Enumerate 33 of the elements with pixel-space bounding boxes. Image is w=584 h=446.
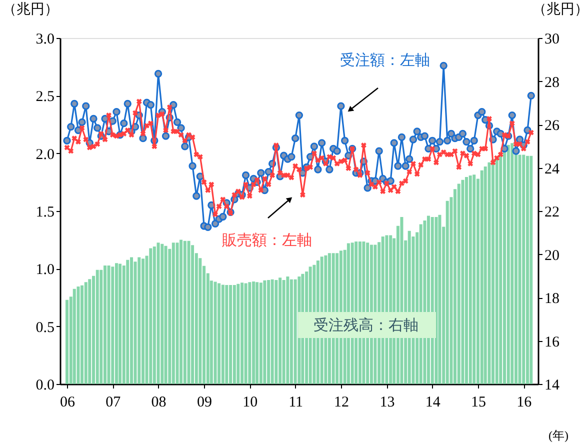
- y2-tick-label: 18: [544, 291, 560, 307]
- x-tick-label: 12: [334, 394, 349, 410]
- series-label: 販売額：左軸: [222, 232, 312, 249]
- y2-tick-label: 14: [544, 378, 560, 394]
- x-tick-label: 08: [151, 394, 166, 410]
- y2-tick-label: 26: [544, 118, 560, 134]
- y-tick-label: 2.5: [36, 89, 54, 106]
- x-tick-label: 07: [106, 394, 122, 410]
- y-tick-label: 3.0: [36, 32, 54, 48]
- y-tick-label: 1.5: [36, 204, 54, 220]
- x-axis-title: (年): [548, 428, 568, 442]
- series-label: 受注残高：右軸: [314, 317, 418, 334]
- y2-axis-title: （兆円）: [532, 2, 584, 18]
- y-tick-label: 0.0: [36, 378, 54, 394]
- x-tick-label: 13: [380, 394, 395, 410]
- series-label: 受注額：左軸: [340, 52, 430, 69]
- y-tick-label: 0.5: [36, 320, 54, 336]
- y-axis-title: （兆円）: [2, 2, 58, 18]
- x-tick-label: 09: [197, 394, 212, 410]
- y-tick-label: 2.0: [36, 146, 54, 163]
- x-tick-label: 16: [516, 394, 532, 410]
- y-tick-label: 1.0: [36, 262, 54, 278]
- y2-tick-label: 16: [544, 334, 560, 350]
- y2-tick-label: 22: [544, 204, 560, 220]
- x-tick-label: 10: [242, 394, 258, 410]
- x-tick-label: 15: [470, 394, 486, 410]
- x-tick-label: 11: [288, 394, 304, 410]
- y2-tick-label: 20: [544, 248, 560, 264]
- x-tick-label: 06: [60, 394, 76, 410]
- y2-tick-label: 30: [544, 32, 560, 48]
- y2-tick-label: 24: [544, 161, 560, 178]
- y2-tick-label: 28: [544, 74, 560, 91]
- x-tick-label: 14: [425, 394, 441, 410]
